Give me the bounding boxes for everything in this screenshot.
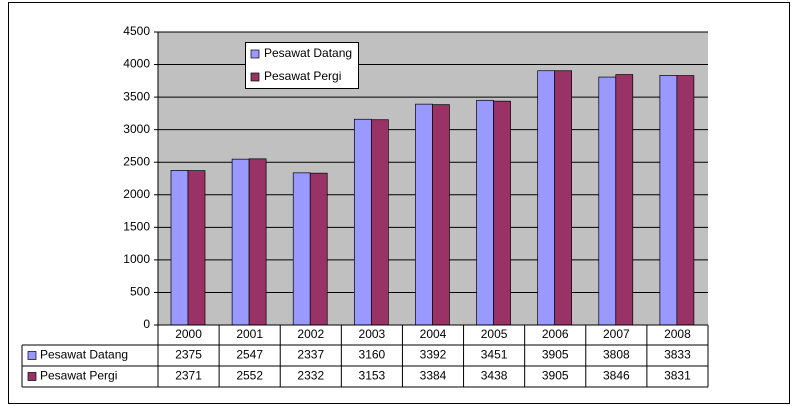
bar bbox=[615, 74, 634, 326]
y-tick-label: 2000 bbox=[123, 187, 150, 201]
y-tick-label: 1000 bbox=[123, 252, 150, 266]
y-tick-label: 3000 bbox=[123, 122, 150, 136]
bar bbox=[598, 76, 617, 326]
bar bbox=[476, 99, 494, 326]
x-tick-label: 2003 bbox=[359, 327, 386, 341]
table-cell: 3905 bbox=[542, 348, 569, 362]
bar bbox=[231, 158, 250, 326]
bar bbox=[554, 70, 573, 326]
bar bbox=[353, 118, 372, 326]
bar bbox=[292, 172, 311, 326]
table-cell: 3905 bbox=[542, 369, 569, 383]
x-tick-label: 2001 bbox=[236, 327, 263, 341]
legend-key bbox=[27, 372, 37, 381]
x-tick-label: 2006 bbox=[542, 327, 569, 341]
table-cell: 2552 bbox=[236, 369, 263, 383]
table-cell: 2371 bbox=[175, 369, 202, 383]
legend-key bbox=[250, 72, 260, 82]
y-tick-label: 1500 bbox=[123, 220, 150, 234]
bar bbox=[493, 100, 511, 326]
bar bbox=[415, 103, 433, 326]
table-row-label: Pesawat Datang bbox=[40, 348, 128, 362]
table-cell: 3833 bbox=[664, 348, 691, 362]
table-row-label: Pesawat Pergi bbox=[40, 369, 117, 383]
y-tick-label: 4500 bbox=[123, 24, 150, 38]
legend-label: Pesawat Datang bbox=[264, 46, 352, 60]
bar bbox=[537, 70, 556, 326]
bar bbox=[676, 75, 695, 326]
table-cell: 2375 bbox=[175, 348, 202, 362]
bar bbox=[248, 158, 267, 326]
table-cell: 3846 bbox=[603, 369, 630, 383]
legend-key bbox=[27, 351, 37, 360]
x-tick-label: 2008 bbox=[664, 327, 691, 341]
table-cell: 2337 bbox=[297, 348, 324, 362]
table-cell: 3153 bbox=[359, 369, 386, 383]
table-cell: 3808 bbox=[603, 348, 630, 362]
y-tick-label: 0 bbox=[143, 317, 150, 331]
table-cell: 3438 bbox=[481, 369, 508, 383]
x-tick-label: 2005 bbox=[481, 327, 508, 341]
table-cell: 2332 bbox=[297, 369, 324, 383]
bar bbox=[309, 172, 328, 326]
y-tick-label: 4000 bbox=[123, 57, 150, 71]
bar bbox=[170, 170, 189, 326]
table-cell: 3392 bbox=[420, 348, 447, 362]
x-tick-label: 2007 bbox=[603, 327, 630, 341]
y-tick-label: 2500 bbox=[123, 154, 150, 168]
table-cell: 3451 bbox=[481, 348, 508, 362]
legend-key bbox=[250, 49, 260, 59]
x-tick-label: 2000 bbox=[175, 327, 202, 341]
bar bbox=[659, 75, 678, 326]
bar bbox=[187, 170, 206, 326]
bar bbox=[432, 104, 450, 326]
y-tick-label: 500 bbox=[130, 285, 150, 299]
table-cell: 3831 bbox=[664, 369, 691, 383]
table-cell: 2547 bbox=[236, 348, 263, 362]
table-cell: 3384 bbox=[420, 369, 447, 383]
table-cell: 3160 bbox=[359, 348, 386, 362]
legend bbox=[245, 42, 359, 89]
legend-label: Pesawat Pergi bbox=[264, 69, 341, 83]
y-tick-label: 3500 bbox=[123, 89, 150, 103]
x-tick-label: 2004 bbox=[420, 327, 447, 341]
bar bbox=[370, 119, 389, 326]
x-tick-label: 2002 bbox=[297, 327, 324, 341]
